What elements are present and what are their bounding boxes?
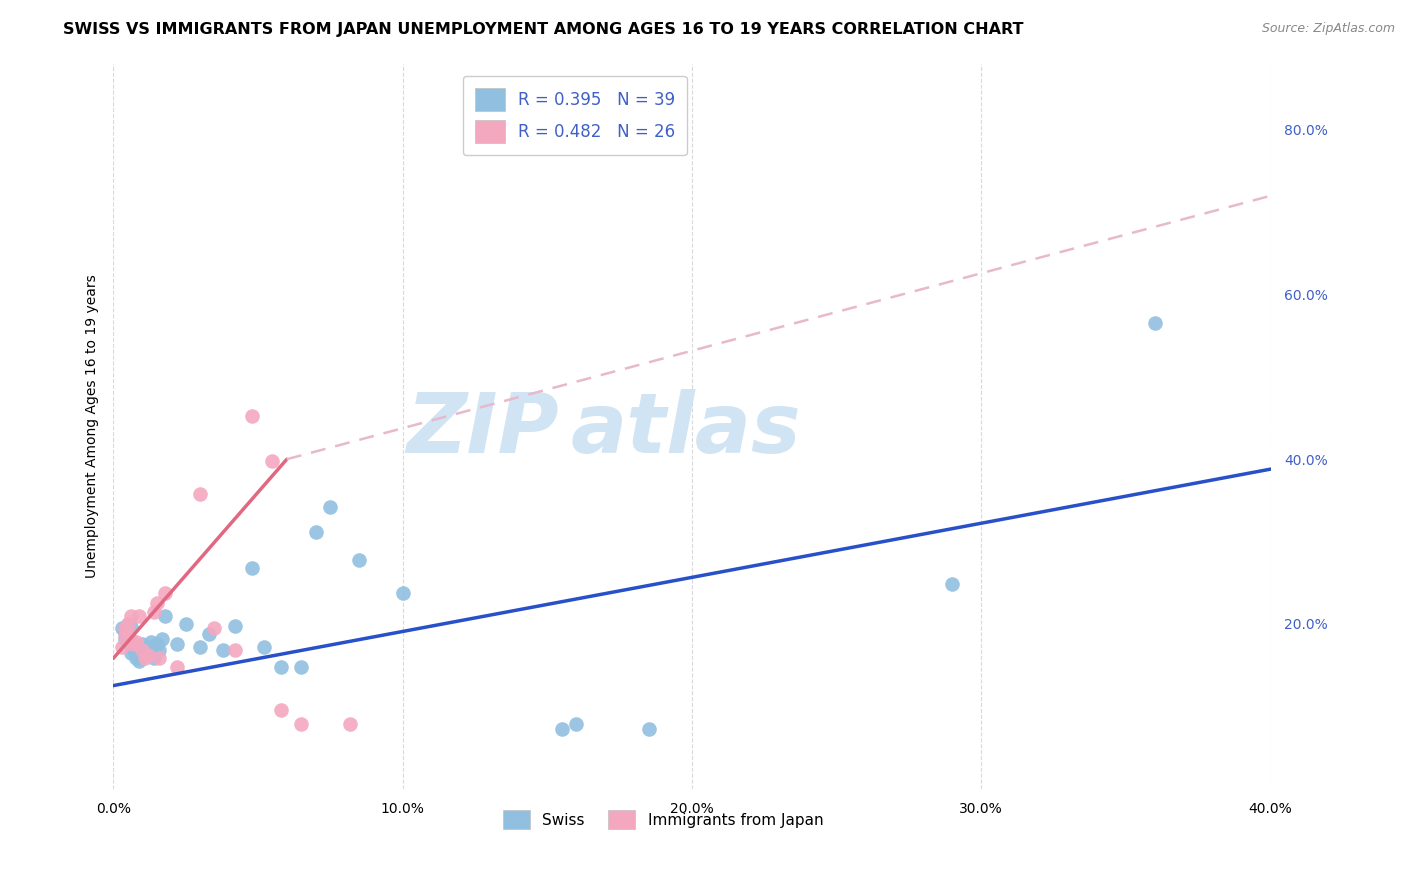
Point [174,616,197,631]
Point [134,651,156,665]
Point [166,659,188,673]
Point [136,648,159,662]
Point [122,641,145,656]
Point [253,640,276,654]
Point [270,659,292,673]
Point [319,500,342,514]
Point [120,620,142,634]
Point [290,717,312,731]
Point [941,577,963,591]
Point [125,651,148,665]
Point [637,723,659,737]
Point [148,643,170,657]
Point [197,626,219,640]
Point [128,608,150,623]
Point [204,621,226,635]
Point [114,629,136,643]
Point [120,646,142,660]
Point [551,723,574,737]
Point [114,621,136,635]
Point [1143,317,1166,331]
Point [150,632,173,646]
Text: Source: ZipAtlas.com: Source: ZipAtlas.com [1261,22,1395,36]
Point [188,487,211,501]
Point [120,608,142,623]
Text: ZIP: ZIP [406,390,558,470]
Point [145,596,167,610]
Point [262,454,284,468]
Point [131,643,153,657]
Text: atlas: atlas [571,390,801,470]
Point [122,637,145,651]
Point [125,635,148,649]
Point [139,635,162,649]
Point [339,717,361,731]
Point [155,585,177,599]
Point [136,640,159,654]
Point [565,717,588,731]
Point [224,618,246,632]
Point [305,524,328,539]
Point [120,633,142,648]
Point [391,585,413,599]
Point [114,625,136,640]
Point [148,651,170,665]
Point [347,552,370,566]
Point [117,635,139,649]
Text: SWISS VS IMMIGRANTS FROM JAPAN UNEMPLOYMENT AMONG AGES 16 TO 19 YEARS CORRELATIO: SWISS VS IMMIGRANTS FROM JAPAN UNEMPLOYM… [63,22,1024,37]
Legend: Swiss, Immigrants from Japan: Swiss, Immigrants from Japan [496,805,830,835]
Point [111,621,134,635]
Point [117,616,139,631]
Point [134,648,156,662]
Point [224,643,246,657]
Point [145,637,167,651]
Point [117,616,139,631]
Point [117,626,139,640]
Point [142,605,165,619]
Point [240,561,263,575]
Point [166,637,188,651]
Point [128,654,150,668]
Point [114,632,136,646]
Point [240,409,263,424]
Point [290,659,312,673]
Point [142,651,165,665]
Point [212,643,235,657]
Y-axis label: Unemployment Among Ages 16 to 19 years: Unemployment Among Ages 16 to 19 years [86,275,100,578]
Point [131,637,153,651]
Point [270,703,292,717]
Point [188,640,211,654]
Point [125,643,148,657]
Point [155,608,177,623]
Point [111,640,134,654]
